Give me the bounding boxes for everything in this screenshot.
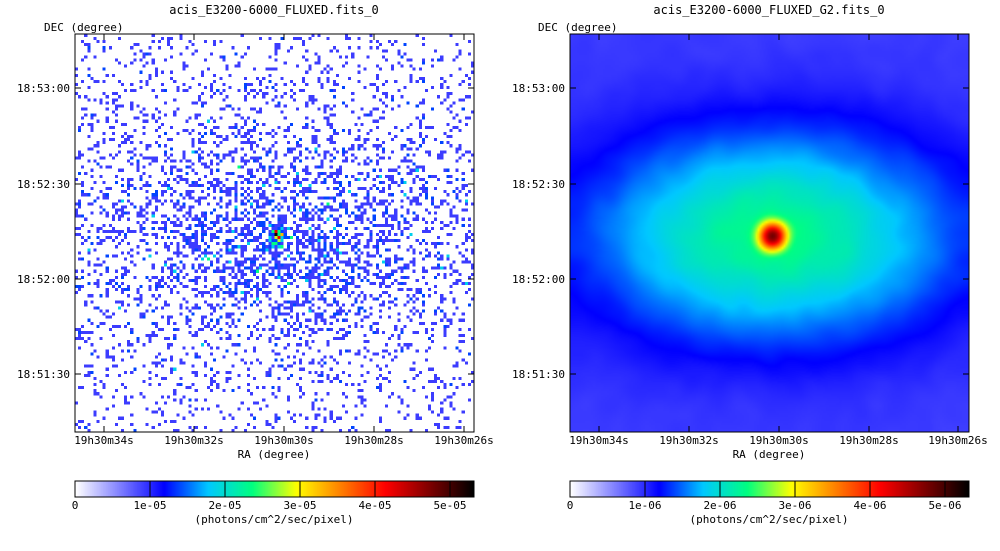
left-frame <box>74 33 475 433</box>
left-cb-tick: 2e-05 <box>208 499 241 512</box>
left-x-tick: 19h30m32s <box>164 434 224 447</box>
right-y-tick: 18:52:30 <box>512 178 565 191</box>
left-colorbar <box>75 481 474 497</box>
right-xlabel: RA (degree) <box>733 448 806 461</box>
right-cb-tick: 1e-06 <box>628 499 661 512</box>
right-title: acis_E3200-6000_FLUXED_G2.fits_0 <box>653 3 884 17</box>
left-cb-tick: 0 <box>72 499 79 512</box>
left-x-tick: 19h30m28s <box>344 434 404 447</box>
panel-right: acis_E3200-6000_FLUXED_G2.fits_0 DEC (de… <box>512 3 988 526</box>
left-y-tick: 18:53:00 <box>17 82 70 95</box>
left-image <box>75 34 474 432</box>
right-x-tick: 19h30m26s <box>928 434 988 447</box>
left-colorbar-frame <box>74 480 475 498</box>
right-x-tick: 19h30m34s <box>569 434 629 447</box>
left-tick-marks <box>75 34 474 432</box>
left-y-tick: 18:52:30 <box>17 178 70 191</box>
right-colorbar-ticks <box>644 481 946 497</box>
right-cb-tick: 0 <box>567 499 574 512</box>
right-image <box>570 34 969 432</box>
right-y-tick: 18:51:30 <box>512 368 565 381</box>
left-cb-tick: 5e-05 <box>433 499 466 512</box>
left-x-tick: 19h30m26s <box>434 434 494 447</box>
left-cb-tick: 3e-05 <box>283 499 316 512</box>
left-cb-tick: 4e-05 <box>358 499 391 512</box>
right-y-tick: 18:52:00 <box>512 273 565 286</box>
right-x-tick: 19h30m30s <box>749 434 809 447</box>
left-cb-tick: 1e-05 <box>133 499 166 512</box>
left-x-tick: 19h30m30s <box>254 434 314 447</box>
right-x-tick: 19h30m28s <box>839 434 899 447</box>
left-y-tick: 18:52:00 <box>17 273 70 286</box>
right-colorbar-frame <box>569 480 970 498</box>
right-cb-tick: 4e-06 <box>853 499 886 512</box>
right-cb-tick: 3e-06 <box>778 499 811 512</box>
right-colorbar <box>570 481 969 497</box>
right-colorbar-label: (photons/cm^2/sec/pixel) <box>690 513 849 526</box>
right-x-tick: 19h30m32s <box>659 434 719 447</box>
right-tick-marks <box>570 34 969 432</box>
right-y-tick: 18:53:00 <box>512 82 565 95</box>
right-frame <box>569 33 970 433</box>
left-colorbar-ticks <box>149 481 451 497</box>
right-cb-tick: 5e-06 <box>928 499 961 512</box>
left-y-tick: 18:51:30 <box>17 368 70 381</box>
left-ylabel: DEC (degree) <box>44 21 123 34</box>
left-xlabel: RA (degree) <box>238 448 311 461</box>
left-colorbar-label: (photons/cm^2/sec/pixel) <box>195 513 354 526</box>
right-ylabel: DEC (degree) <box>538 21 617 34</box>
right-cb-tick: 2e-06 <box>703 499 736 512</box>
left-x-tick: 19h30m34s <box>74 434 134 447</box>
panel-left: acis_E3200-6000_FLUXED.fits_0 DEC (degre… <box>17 3 494 526</box>
left-title: acis_E3200-6000_FLUXED.fits_0 <box>169 3 379 17</box>
